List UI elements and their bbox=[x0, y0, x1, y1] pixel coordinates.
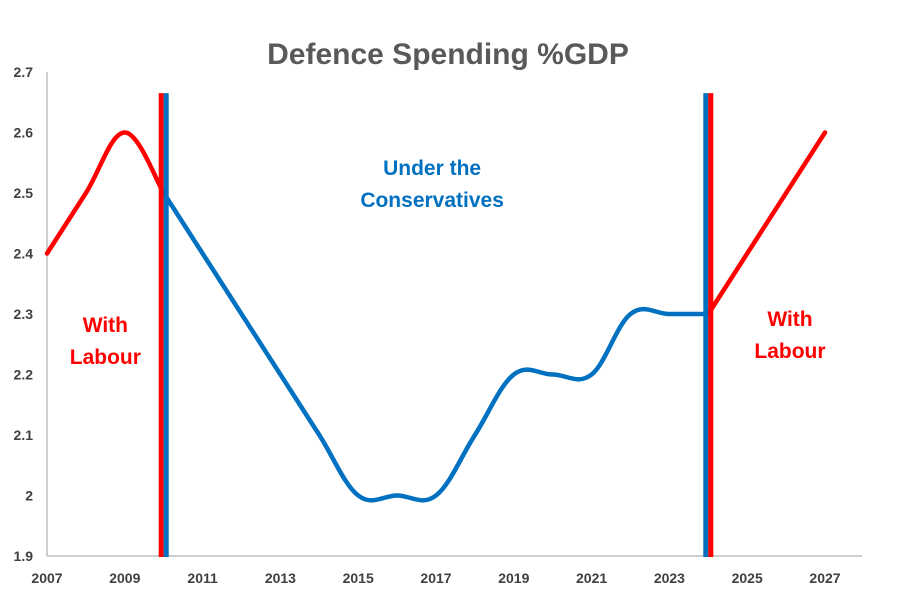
y-tick-label: 2.2 bbox=[14, 367, 34, 383]
y-tick-label: 2.3 bbox=[14, 306, 34, 322]
chart-title: Defence Spending %GDP bbox=[267, 38, 629, 71]
y-tick-label: 2 bbox=[25, 488, 33, 504]
x-tick-label: 2019 bbox=[498, 570, 529, 586]
annotation-line: Labour bbox=[754, 340, 825, 363]
annotation-line: With bbox=[83, 314, 128, 337]
annotation-line: With bbox=[767, 308, 812, 331]
annotation-line: Under the bbox=[383, 157, 481, 180]
annotation-2: With Labour bbox=[754, 308, 825, 363]
x-tick-label: 2023 bbox=[654, 570, 685, 586]
x-tick-label: 2027 bbox=[809, 570, 840, 586]
x-tick-label: 2013 bbox=[265, 570, 296, 586]
y-tick-label: 2.7 bbox=[14, 64, 34, 80]
annotation-1: Under the Conservatives bbox=[360, 157, 504, 212]
annotation-line: Conservatives bbox=[360, 189, 504, 212]
x-tick-label: 2017 bbox=[420, 570, 451, 586]
chart-axes bbox=[46, 72, 862, 557]
x-tick-label: 2021 bbox=[576, 570, 607, 586]
x-tick-label: 2007 bbox=[31, 570, 62, 586]
y-tick-label: 2.5 bbox=[14, 185, 34, 201]
period-dividers bbox=[158, 93, 714, 557]
series-line-2 bbox=[706, 130, 828, 317]
series-line-1 bbox=[161, 190, 711, 503]
series-line-0 bbox=[44, 130, 166, 256]
tick-labels: 2007 2009 2011 2013 2015 2017 2019 2021 2023 2025… bbox=[14, 64, 841, 586]
annotations: With Labour Under the Conservatives With Labo… bbox=[70, 157, 826, 369]
x-tick-label: 2025 bbox=[732, 570, 763, 586]
y-tick-label: 1.9 bbox=[14, 548, 34, 564]
x-tick-label: 2009 bbox=[109, 570, 140, 586]
x-tick-label: 2011 bbox=[187, 570, 218, 586]
y-tick-label: 2.6 bbox=[14, 125, 34, 141]
chart-series bbox=[44, 130, 828, 503]
y-tick-label: 2.1 bbox=[14, 427, 34, 443]
annotation-0: With Labour bbox=[70, 314, 141, 369]
x-tick-label: 2015 bbox=[343, 570, 374, 586]
y-tick-label: 2.4 bbox=[14, 246, 34, 262]
annotation-line: Labour bbox=[70, 346, 141, 369]
